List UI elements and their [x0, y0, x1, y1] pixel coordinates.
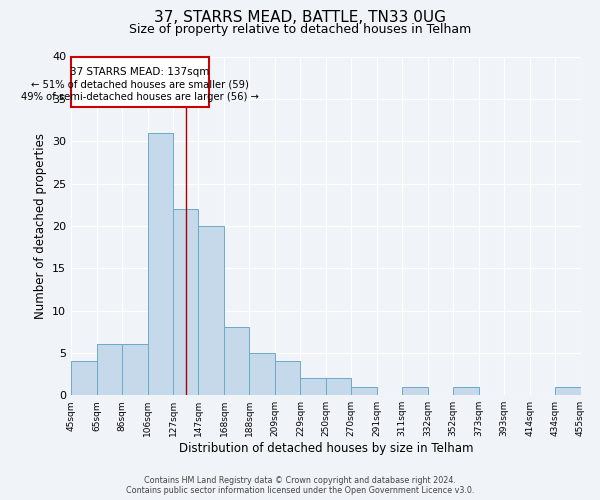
Bar — [199, 226, 224, 395]
Bar — [555, 386, 581, 395]
Bar — [453, 386, 479, 395]
Text: Size of property relative to detached houses in Telham: Size of property relative to detached ho… — [129, 22, 471, 36]
Text: Contains HM Land Registry data © Crown copyright and database right 2024.
Contai: Contains HM Land Registry data © Crown c… — [126, 476, 474, 495]
Text: ← 51% of detached houses are smaller (59): ← 51% of detached houses are smaller (59… — [31, 80, 249, 90]
Bar — [250, 353, 275, 395]
Y-axis label: Number of detached properties: Number of detached properties — [34, 133, 47, 319]
Bar — [173, 209, 199, 395]
Bar — [224, 328, 250, 395]
Bar — [402, 386, 428, 395]
Bar — [351, 386, 377, 395]
Bar — [97, 344, 122, 395]
Bar — [122, 344, 148, 395]
Bar — [301, 378, 326, 395]
Text: 37 STARRS MEAD: 137sqm: 37 STARRS MEAD: 137sqm — [70, 66, 209, 76]
Bar — [148, 132, 173, 395]
Bar — [326, 378, 351, 395]
FancyBboxPatch shape — [71, 56, 209, 108]
Bar — [71, 362, 97, 395]
Text: 37, STARRS MEAD, BATTLE, TN33 0UG: 37, STARRS MEAD, BATTLE, TN33 0UG — [154, 10, 446, 25]
Text: 49% of semi-detached houses are larger (56) →: 49% of semi-detached houses are larger (… — [21, 92, 259, 102]
X-axis label: Distribution of detached houses by size in Telham: Distribution of detached houses by size … — [179, 442, 473, 455]
Bar — [275, 362, 301, 395]
